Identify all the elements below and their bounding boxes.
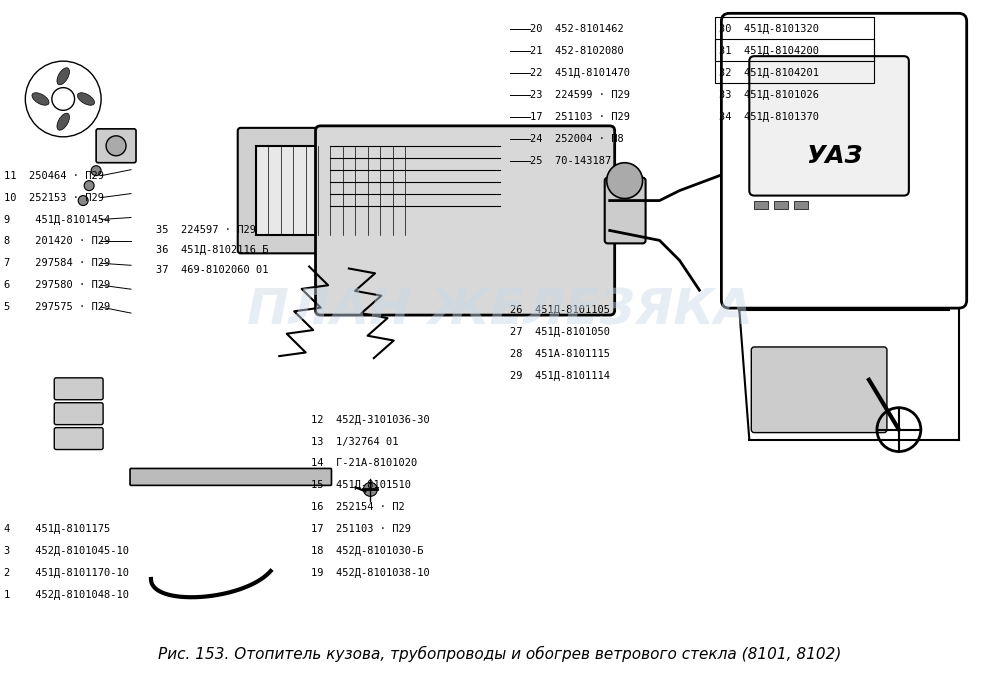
Text: 14  Г-21А-8101020: 14 Г-21А-8101020 — [311, 458, 417, 468]
Text: 37  469-8102060 01: 37 469-8102060 01 — [156, 265, 268, 275]
FancyBboxPatch shape — [749, 56, 909, 196]
Bar — [794, 201, 808, 209]
Text: ПЛАН ЖЕЛЕЗЯКА: ПЛАН ЖЕЛЕЗЯКА — [247, 286, 753, 334]
Text: 21  452-8102080: 21 452-8102080 — [530, 46, 624, 56]
Text: 28  451А-8101115: 28 451А-8101115 — [510, 349, 610, 359]
Text: 13  1/32764 01: 13 1/32764 01 — [311, 437, 398, 447]
Text: 4    451Д-8101175: 4 451Д-8101175 — [4, 524, 111, 534]
Text: 30  451Д-8101320: 30 451Д-8101320 — [719, 24, 819, 34]
Text: 35  224597 · П29: 35 224597 · П29 — [156, 225, 256, 236]
Text: 33  451Д-8101026: 33 451Д-8101026 — [719, 90, 819, 100]
Text: 6    297580 · П29: 6 297580 · П29 — [4, 280, 111, 290]
Circle shape — [607, 163, 643, 199]
FancyBboxPatch shape — [96, 129, 136, 163]
FancyBboxPatch shape — [54, 427, 103, 450]
Circle shape — [84, 180, 94, 190]
Text: 24  252004 · П8: 24 252004 · П8 — [530, 134, 624, 144]
Bar — [754, 201, 768, 209]
Text: 1    452Д-8101048-10: 1 452Д-8101048-10 — [4, 590, 129, 600]
FancyBboxPatch shape — [54, 378, 103, 400]
Text: 12  452Д-3101036-30: 12 452Д-3101036-30 — [311, 415, 429, 425]
Text: 17  251103 · П29: 17 251103 · П29 — [311, 524, 411, 534]
Bar — [256, 146, 405, 236]
Text: 34  451Д-8101370: 34 451Д-8101370 — [719, 112, 819, 122]
Text: Рис. 153. Отопитель кузова, трубопроводы и обогрев ветрового стекла (8101, 8102): Рис. 153. Отопитель кузова, трубопроводы… — [158, 645, 842, 662]
Text: 5    297575 · П29: 5 297575 · П29 — [4, 302, 111, 312]
Text: 2    451Д-8101170-10: 2 451Д-8101170-10 — [4, 568, 129, 578]
Text: 7    297584 · П29: 7 297584 · П29 — [4, 258, 111, 269]
Text: 23  224599 · П29: 23 224599 · П29 — [530, 90, 630, 100]
Circle shape — [91, 166, 101, 176]
FancyBboxPatch shape — [751, 347, 887, 433]
Text: 18  452Д-8101030-Б: 18 452Д-8101030-Б — [311, 546, 423, 556]
Text: 31  451Д-8104200: 31 451Д-8104200 — [719, 46, 819, 57]
FancyBboxPatch shape — [130, 468, 331, 485]
FancyBboxPatch shape — [316, 126, 615, 315]
Text: 29  451Д-8101114: 29 451Д-8101114 — [510, 371, 610, 381]
Text: 15  451Д-8101510: 15 451Д-8101510 — [311, 481, 411, 491]
Text: 25  70-143187: 25 70-143187 — [530, 155, 611, 166]
Text: 36  451Д-8102116 Б: 36 451Д-8102116 Б — [156, 246, 268, 255]
FancyBboxPatch shape — [238, 128, 423, 253]
Text: УАЗ: УАЗ — [806, 144, 862, 168]
Text: 22  451Д-8101470: 22 451Д-8101470 — [530, 68, 630, 78]
Text: 16  252154 · П2: 16 252154 · П2 — [311, 502, 404, 512]
Bar — [774, 201, 788, 209]
FancyBboxPatch shape — [54, 402, 103, 425]
FancyBboxPatch shape — [605, 178, 646, 244]
Ellipse shape — [77, 93, 94, 105]
Text: 11  250464 · П29: 11 250464 · П29 — [4, 171, 104, 180]
Text: 9    451Д-8101454: 9 451Д-8101454 — [4, 215, 111, 225]
Circle shape — [106, 136, 126, 155]
Text: 32  451Д-8104201: 32 451Д-8104201 — [719, 68, 819, 78]
Text: 26  451Д-8101105: 26 451Д-8101105 — [510, 305, 610, 315]
Text: 20  452-8101462: 20 452-8101462 — [530, 24, 624, 34]
Text: 8    201420 · П29: 8 201420 · П29 — [4, 236, 111, 246]
Ellipse shape — [57, 113, 69, 130]
Ellipse shape — [32, 93, 49, 105]
Text: 10  252153 · П29: 10 252153 · П29 — [4, 192, 104, 203]
Ellipse shape — [57, 68, 69, 85]
Circle shape — [363, 483, 377, 497]
Text: 17  251103 · П29: 17 251103 · П29 — [530, 112, 630, 122]
Text: 27  451Д-8101050: 27 451Д-8101050 — [510, 327, 610, 337]
Text: 19  452Д-8101038-10: 19 452Д-8101038-10 — [311, 568, 429, 578]
Circle shape — [78, 196, 88, 205]
Text: 3    452Д-8101045-10: 3 452Д-8101045-10 — [4, 546, 129, 556]
